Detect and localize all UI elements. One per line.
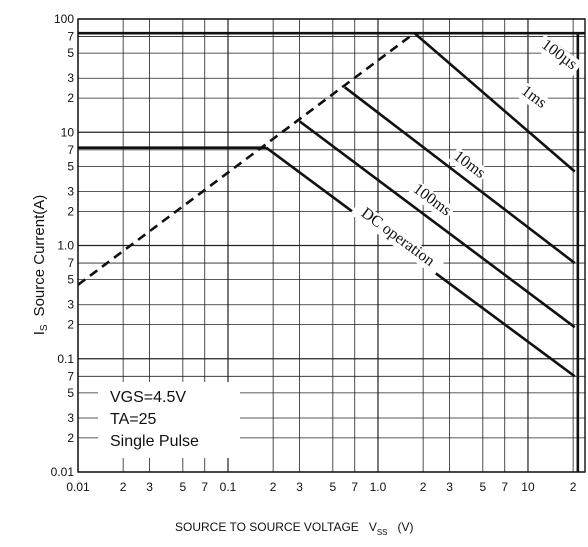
curve-label-bg (350, 200, 445, 276)
y-tick-label: 3 (67, 411, 74, 425)
y-axis-label: Source Current(A) (31, 195, 48, 317)
conditions-note: VGS=4.5V TA=25 Single Pulse (98, 382, 240, 458)
x-tick-label: 2 (270, 480, 277, 494)
y-axis-subscript: S (39, 324, 50, 331)
x-tick-label: 2 (570, 480, 577, 494)
x-tick-label: 1.0 (370, 480, 387, 494)
y-tick-label: 2 (67, 318, 74, 332)
y-tick-label: 2 (67, 204, 74, 218)
curve-label-bg (448, 147, 490, 184)
note-line: TA=25 (110, 411, 157, 428)
x-tick-label: 0.01 (66, 480, 90, 494)
x-tick-label: 7 (501, 480, 508, 494)
x-tick-label: 3 (296, 480, 303, 494)
x-tick-label: 2 (120, 480, 127, 494)
x-tick-label: 3 (446, 480, 453, 494)
series-line-0 (77, 32, 416, 286)
y-tick-label: 5 (67, 159, 74, 173)
x-tick-label: 0.1 (220, 480, 237, 494)
y-tick-label: 0.1 (57, 352, 74, 366)
curve-label: 1ms (515, 81, 551, 114)
x-tick-label: 10 (521, 480, 535, 494)
x-axis-title: SOURCE TO SOURCE VOLTAGE VSS (V) (175, 520, 414, 537)
x-tick-label: 2 (420, 480, 427, 494)
plot-frame (77, 18, 586, 473)
y-tick-label: 3 (67, 184, 74, 198)
chart-series (77, 31, 585, 472)
y-tick-label: 3 (67, 71, 74, 85)
y-tick-label: 0.01 (51, 465, 75, 479)
y-tick-label: 2 (67, 431, 74, 445)
y-tick-label: 7 (67, 30, 74, 44)
x-tick-label: 7 (201, 480, 208, 494)
note-line: Single Pulse (110, 433, 199, 450)
x-tick-label: 5 (329, 480, 336, 494)
curve-label-bg (534, 34, 583, 77)
y-tick-label: 100 (54, 12, 74, 26)
y-tick-label: 2 (67, 91, 74, 105)
note-background (98, 382, 240, 458)
x-tick-labels: 0.01 2 3 5 7 0.1 2 3 5 7 1.0 2 3 5 7 10 2 (66, 480, 576, 494)
y-axis-title: IS Source Current(A) (31, 195, 50, 336)
x-axis-subscript: SS (377, 528, 388, 537)
x-tick-label: 3 (146, 480, 153, 494)
y-tick-label: 10 (61, 125, 75, 139)
y-tick-label: 5 (67, 273, 74, 287)
curve-label: DC operation (350, 200, 445, 276)
x-axis-unit: (V) (398, 520, 414, 534)
x-tick-label: 7 (351, 480, 358, 494)
x-axis-symbol: V (369, 520, 377, 534)
y-tick-label: 7 (67, 369, 74, 383)
y-tick-label: 1.0 (57, 239, 74, 253)
series-line-6 (343, 86, 576, 265)
curve-label: 10ms (448, 147, 490, 184)
y-tick-label: 7 (67, 256, 74, 270)
y-tick-label: 5 (67, 386, 74, 400)
y-tick-label: 3 (67, 298, 74, 312)
curve-label: 100µs (534, 34, 583, 77)
series-line-7 (298, 120, 576, 329)
x-tick-label: 5 (179, 480, 186, 494)
curve-label-bg (515, 81, 551, 114)
curve-label-bg (407, 179, 456, 222)
y-tick-labels: 100 7 5 3 2 10 7 5 3 2 1.0 7 5 3 2 0.1 7 5 3 2 0.01 (51, 12, 75, 479)
y-tick-label: 5 (67, 46, 74, 60)
x-tick-label: 5 (479, 480, 486, 494)
series-line-5 (413, 32, 576, 173)
note-line: VGS=4.5V (110, 389, 186, 406)
y-tick-label: 7 (67, 143, 74, 157)
x-axis-label: SOURCE TO SOURCE VOLTAGE (175, 520, 359, 534)
curve-label: 100ms (407, 179, 456, 222)
y-axis-symbol: I (31, 331, 48, 335)
